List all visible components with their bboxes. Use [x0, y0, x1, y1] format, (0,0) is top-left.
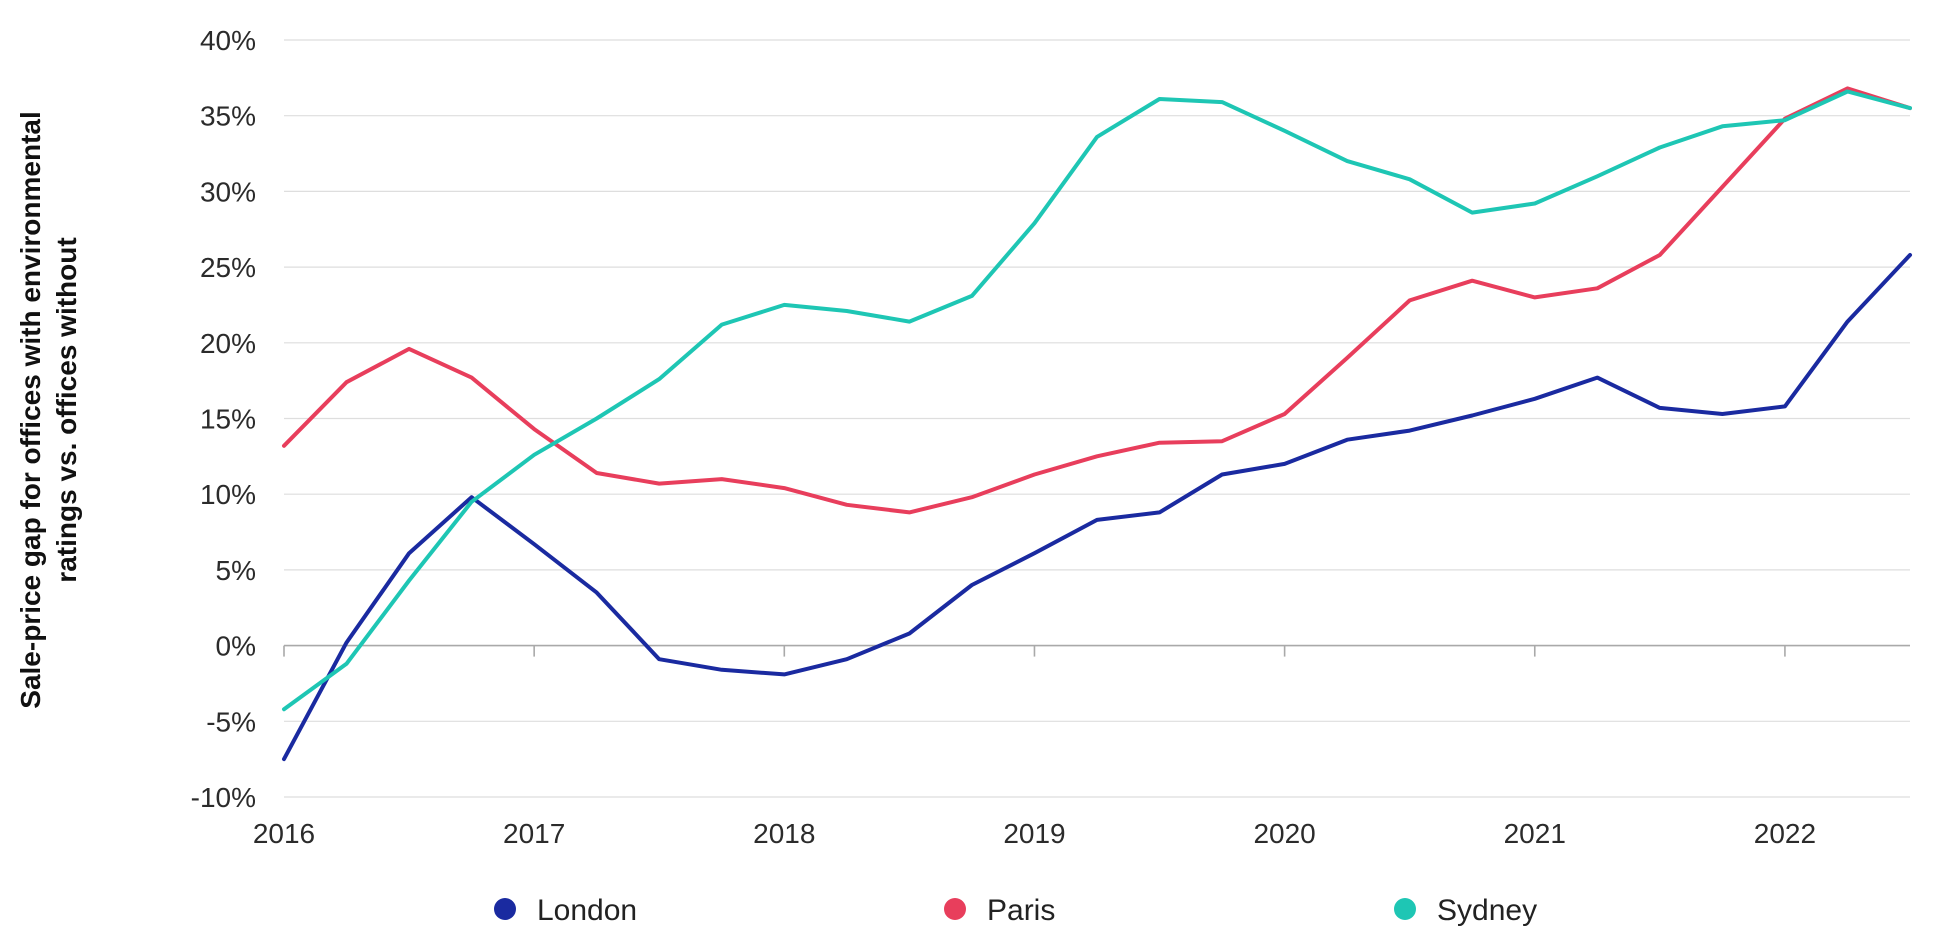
legend-swatch-sydney — [1394, 898, 1416, 920]
x-tick-labels: 2016 2017 2018 2019 2020 2021 2022 — [253, 818, 1816, 849]
series-lines — [282, 86, 1912, 762]
legend-label-london: London — [537, 894, 637, 927]
gridlines — [283, 39, 1910, 798]
x-tick-label: 2018 — [753, 818, 815, 849]
legend: London Paris Sydney — [494, 894, 1537, 927]
y-tick-labels: -10% -5% 0% 5% 10% 15% 20% 25% 30% 35% 40% — [191, 25, 256, 813]
legend-label-paris: Paris — [987, 894, 1055, 927]
series-line-paris — [282, 86, 1912, 515]
legend-swatch-paris — [944, 898, 966, 920]
y-tick-label: 30% — [200, 176, 256, 207]
x-tick-label: 2020 — [1253, 818, 1315, 849]
y-tick-label: 35% — [200, 101, 256, 132]
y-tick-label: 20% — [200, 328, 256, 359]
y-tick-label: 5% — [216, 555, 256, 586]
y-axis-title-line-2: ratings vs. offices without — [51, 237, 82, 582]
y-tick-label: 10% — [200, 479, 256, 510]
y-axis-title-line-1: Sale-price gap for offices with environm… — [15, 111, 46, 708]
y-tick-label: -10% — [191, 782, 256, 813]
x-tick-label: 2021 — [1504, 818, 1566, 849]
legend-swatch-london — [494, 898, 516, 920]
x-tick-label: 2017 — [503, 818, 565, 849]
y-tick-label: 0% — [216, 631, 256, 662]
series-line-london — [282, 253, 1912, 762]
y-tick-label: 15% — [200, 404, 256, 435]
y-tick-label: 40% — [200, 25, 256, 56]
y-tick-label: -5% — [206, 706, 256, 737]
legend-label-sydney: Sydney — [1437, 894, 1537, 927]
x-tick-label: 2016 — [253, 818, 315, 849]
x-tick-label: 2019 — [1003, 818, 1065, 849]
series-line-sydney — [282, 89, 1912, 712]
x-tick-label: 2022 — [1754, 818, 1816, 849]
y-tick-label: 25% — [200, 252, 256, 283]
